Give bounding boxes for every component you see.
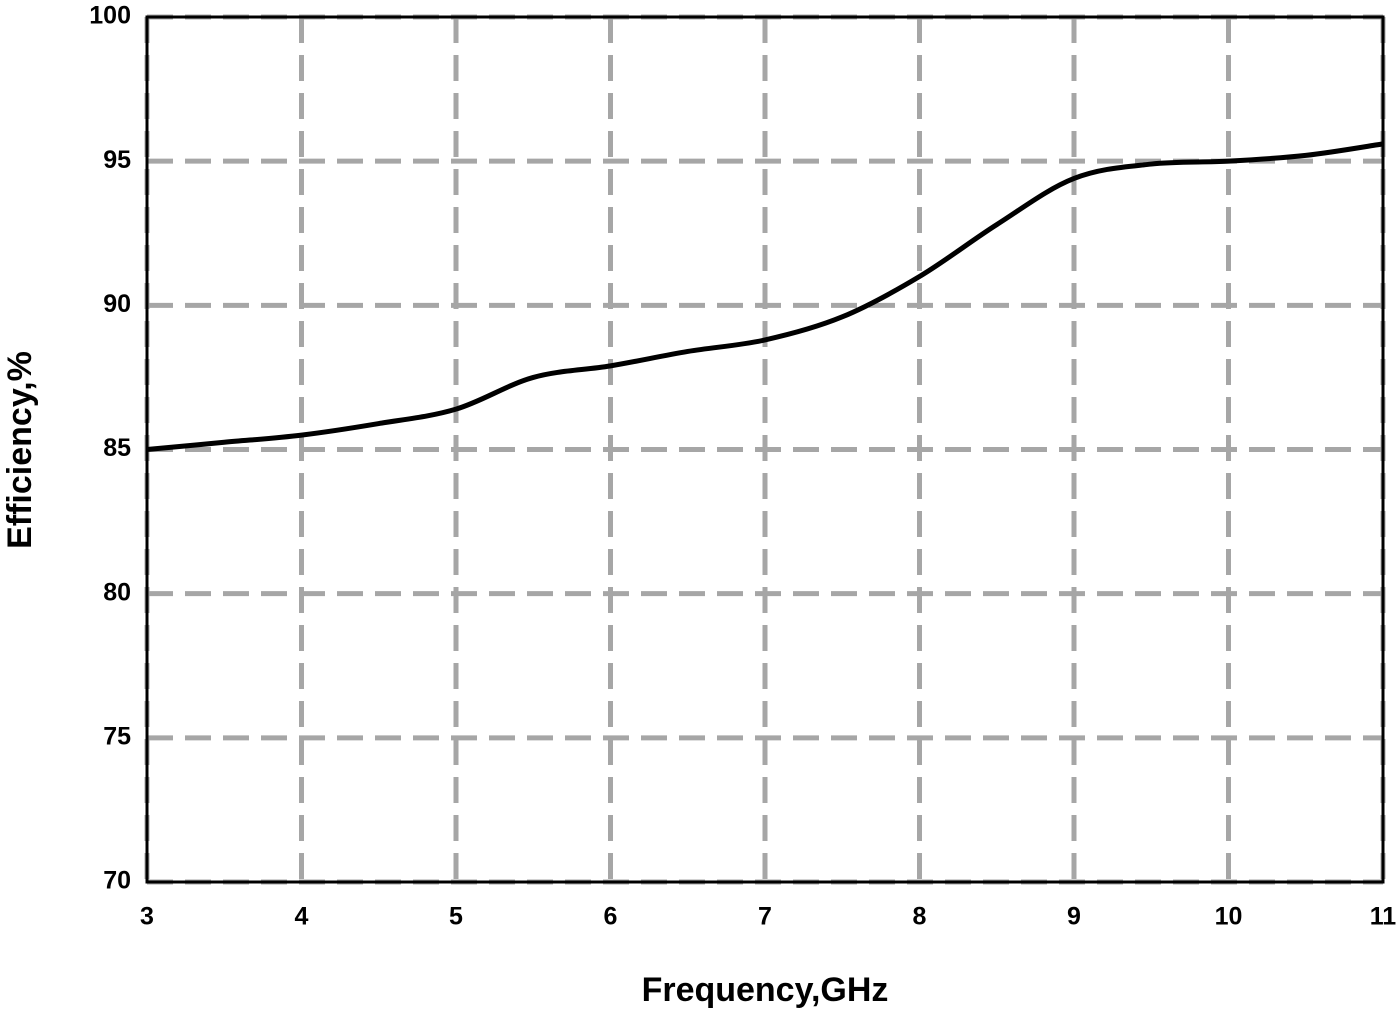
y-tick-label: 75	[103, 722, 131, 750]
y-axis-label: Efficiency,%	[1, 351, 39, 549]
x-tick-label: 11	[1370, 903, 1397, 931]
x-tick-label: 8	[913, 903, 927, 931]
data-line	[146, 141, 1384, 452]
x-tick-label: 7	[758, 903, 772, 931]
x-tick-label: 3	[140, 903, 154, 931]
x-tick-label: 6	[604, 903, 618, 931]
y-tick-label: 95	[103, 146, 131, 174]
x-tick-label: 9	[1067, 903, 1081, 931]
y-tick-label: 80	[103, 578, 131, 606]
x-tick-label: 5	[449, 903, 463, 931]
y-tick-label: 100	[89, 2, 131, 30]
y-tick-label: 70	[103, 867, 131, 895]
x-tick-label: 10	[1215, 903, 1243, 931]
y-tick-label: 90	[103, 290, 131, 318]
x-axis-label: Frequency,GHz	[642, 971, 889, 1009]
y-tick-label: 85	[103, 434, 131, 462]
x-tick-label: 4	[295, 903, 309, 931]
